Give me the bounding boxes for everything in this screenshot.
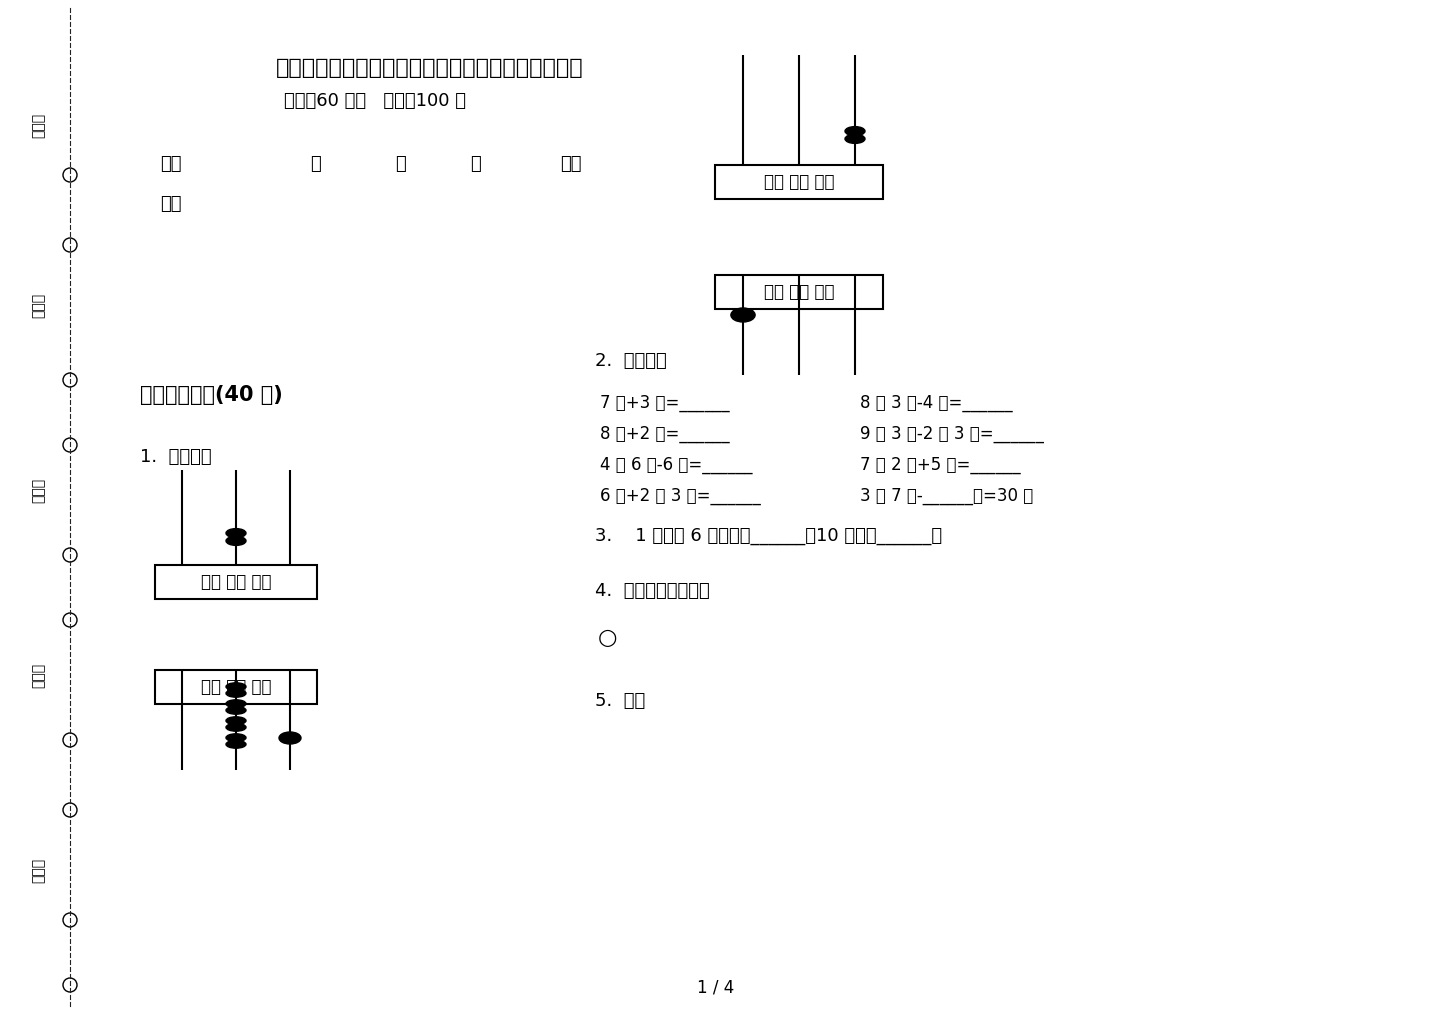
Text: 6 角+2 角 3 分=______: 6 角+2 角 3 分=______: [600, 487, 761, 506]
Bar: [155, 565, 317, 599]
Text: 考场：: 考场：: [32, 292, 44, 317]
Text: 5.  赛跑: 5. 赛跑: [595, 692, 645, 710]
Text: 题号: 题号: [160, 155, 182, 173]
Text: 部编人教版综合复习突破一年级下学期数学期末试卷: 部编人教版综合复习突破一年级下学期数学期末试卷: [277, 58, 583, 78]
Ellipse shape: [226, 717, 246, 725]
Bar: [715, 275, 883, 309]
Ellipse shape: [279, 732, 301, 744]
Ellipse shape: [226, 724, 246, 731]
Bar: [155, 670, 317, 704]
Text: 姓名：: 姓名：: [32, 477, 44, 502]
Text: 时间：60 分钟   满分：100 分: 时间：60 分钟 满分：100 分: [284, 92, 466, 110]
Text: 9 元 3 角-2 元 3 角=______: 9 元 3 角-2 元 3 角=______: [860, 425, 1043, 443]
Ellipse shape: [845, 134, 866, 144]
Text: 百位 十位 个位: 百位 十位 个位: [764, 173, 834, 191]
Text: 学校：: 学校：: [32, 857, 44, 883]
Text: 3.    1 个一和 6 个十组成______；10 个十是______。: 3. 1 个一和 6 个十组成______；10 个十是______。: [595, 527, 941, 545]
Text: 二: 二: [396, 155, 406, 173]
Text: 一、基础练习(40 分): 一、基础练习(40 分): [140, 385, 282, 405]
Text: 1 / 4: 1 / 4: [698, 978, 735, 996]
Ellipse shape: [226, 707, 246, 714]
Ellipse shape: [226, 740, 246, 748]
Text: 8 分+2 分=______: 8 分+2 分=______: [600, 425, 729, 443]
Text: 考号：: 考号：: [32, 112, 44, 137]
Text: 1.  看图写数: 1. 看图写数: [140, 448, 212, 466]
Text: 得分: 得分: [160, 195, 182, 213]
Text: 总分: 总分: [560, 155, 582, 173]
Ellipse shape: [226, 734, 246, 742]
Text: 8 角 3 分-4 角=______: 8 角 3 分-4 角=______: [860, 394, 1013, 412]
Text: 百位 十位 个位: 百位 十位 个位: [201, 678, 271, 696]
Text: 百位 十位 个位: 百位 十位 个位: [764, 283, 834, 301]
Ellipse shape: [226, 682, 246, 691]
Text: 班级：: 班级：: [32, 662, 44, 687]
Text: 百位 十位 个位: 百位 十位 个位: [201, 573, 271, 591]
Ellipse shape: [226, 529, 246, 538]
Text: 7 元+3 元=______: 7 元+3 元=______: [600, 394, 729, 412]
Text: 三: 三: [470, 155, 480, 173]
Text: ○: ○: [598, 628, 618, 648]
Text: 2.  算一算。: 2. 算一算。: [595, 352, 666, 370]
Ellipse shape: [731, 308, 755, 321]
Text: 7 角 2 分+5 分=______: 7 角 2 分+5 分=______: [860, 456, 1020, 474]
Ellipse shape: [226, 536, 246, 545]
Ellipse shape: [845, 126, 866, 135]
Text: 4 角 6 分-6 分=______: 4 角 6 分-6 分=______: [600, 456, 752, 474]
Bar: [715, 165, 883, 199]
Ellipse shape: [226, 700, 246, 708]
Text: 一: 一: [310, 155, 321, 173]
Text: 4.  在（）里填数，在: 4. 在（）里填数，在: [595, 582, 709, 600]
Ellipse shape: [226, 690, 246, 698]
Text: 3 角 7 分-______分=30 分: 3 角 7 分-______分=30 分: [860, 487, 1033, 506]
